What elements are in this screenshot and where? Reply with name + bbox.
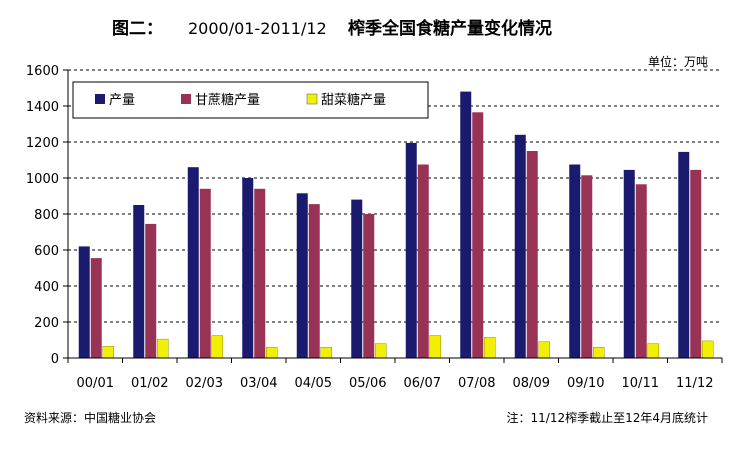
bar-1-08-09	[514, 134, 526, 358]
chart-title-range: 2000/01-2011/12	[188, 19, 327, 38]
bar-1-05-06	[351, 199, 363, 358]
bar-2-01-02	[145, 223, 157, 358]
x-tick-label: 10/11	[622, 376, 659, 391]
x-tick-label: 09/10	[567, 376, 604, 391]
y-tick-label: 1600	[26, 64, 59, 79]
bar-2-08-09	[526, 151, 538, 358]
bar-3-00-01	[102, 346, 114, 359]
legend-label-series-3: 甜菜糖产量	[321, 92, 386, 108]
bar-3-06-07	[429, 335, 441, 359]
x-tick-label: 05/06	[349, 376, 386, 391]
bar-2-00-01	[90, 258, 102, 358]
bar-3-05-06	[375, 343, 387, 359]
bar-2-02-03	[199, 188, 211, 358]
legend-box	[72, 81, 429, 119]
bar-3-01-02	[157, 338, 169, 359]
x-tick-label: 04/05	[295, 376, 332, 391]
x-tick-label: 07/08	[458, 376, 495, 391]
bar-2-07-08	[472, 112, 484, 358]
legend-swatch-series-2	[181, 94, 191, 104]
bar-3-09-10	[593, 347, 605, 359]
legend-swatch-series-1	[95, 94, 105, 104]
bar-1-04-05	[296, 193, 308, 358]
bar-2-09-10	[581, 175, 593, 358]
legend: 产量 甘蔗糖产量 甜菜糖产量	[72, 81, 429, 119]
chart-title-main: 榨季全国食糖产量变化情况	[347, 18, 552, 39]
bar-3-04-05	[320, 347, 332, 359]
bar-3-03-04	[266, 347, 278, 359]
legend-label-series-2: 甘蔗糖产量	[195, 92, 260, 108]
x-tick-layer: 00/01 01/02 02/03 03/04 04/05 05/06 06/07 07/08…	[67, 358, 723, 391]
bar-2-03-04	[254, 188, 266, 358]
bar-1-03-04	[242, 178, 254, 358]
bar-1-07-08	[460, 91, 472, 358]
y-tick-layer: 0 200 400 600 800 1000 1200 1400 1600	[26, 64, 68, 367]
x-tick-label: 00/01	[77, 376, 114, 391]
legend-label-series-1: 产量	[109, 93, 135, 108]
bar-2-04-05	[308, 204, 320, 358]
y-tick-label: 200	[34, 316, 59, 331]
x-tick-label: 06/07	[404, 376, 441, 391]
unit-label: 单位：万吨	[648, 54, 708, 69]
x-tick-label: 08/09	[513, 376, 550, 391]
footnote: 注：11/12榨季截止至12年4月底统计	[507, 410, 709, 425]
y-tick-label: 1200	[26, 136, 59, 151]
x-tick-label: 03/04	[240, 376, 277, 391]
bar-1-10-11	[623, 169, 635, 358]
x-tick-label: 01/02	[131, 376, 168, 391]
y-tick-label: 1000	[26, 172, 59, 187]
legend-swatch-series-3	[306, 93, 318, 105]
bar-3-02-03	[211, 335, 223, 359]
y-tick-label: 400	[34, 280, 59, 295]
bar-3-08-09	[538, 341, 550, 359]
bar-1-06-07	[405, 142, 417, 358]
y-tick-label: 0	[51, 352, 59, 367]
chart-title-prefix: 图二：	[112, 19, 163, 39]
bar-2-10-11	[635, 184, 647, 358]
bar-1-01-02	[133, 205, 145, 358]
source-note: 资料来源：中国糖业协会	[24, 410, 156, 425]
x-tick-label: 11/12	[676, 376, 713, 391]
bar-1-11-12	[678, 151, 690, 358]
x-tick-label: 02/03	[186, 376, 223, 391]
bar-2-06-07	[417, 164, 429, 358]
bar-1-00-01	[78, 246, 90, 358]
y-tick-label: 800	[34, 208, 59, 223]
y-tick-label: 1400	[26, 100, 59, 115]
bar-1-02-03	[187, 167, 199, 358]
y-tick-label: 600	[34, 244, 59, 259]
bar-2-05-06	[363, 214, 375, 358]
bar-2-11-12	[690, 169, 702, 358]
bar-3-10-11	[647, 343, 659, 359]
bar-3-11-12	[702, 340, 714, 359]
bar-layer	[78, 91, 714, 359]
bar-3-07-08	[484, 337, 496, 359]
bar-1-09-10	[569, 164, 581, 358]
